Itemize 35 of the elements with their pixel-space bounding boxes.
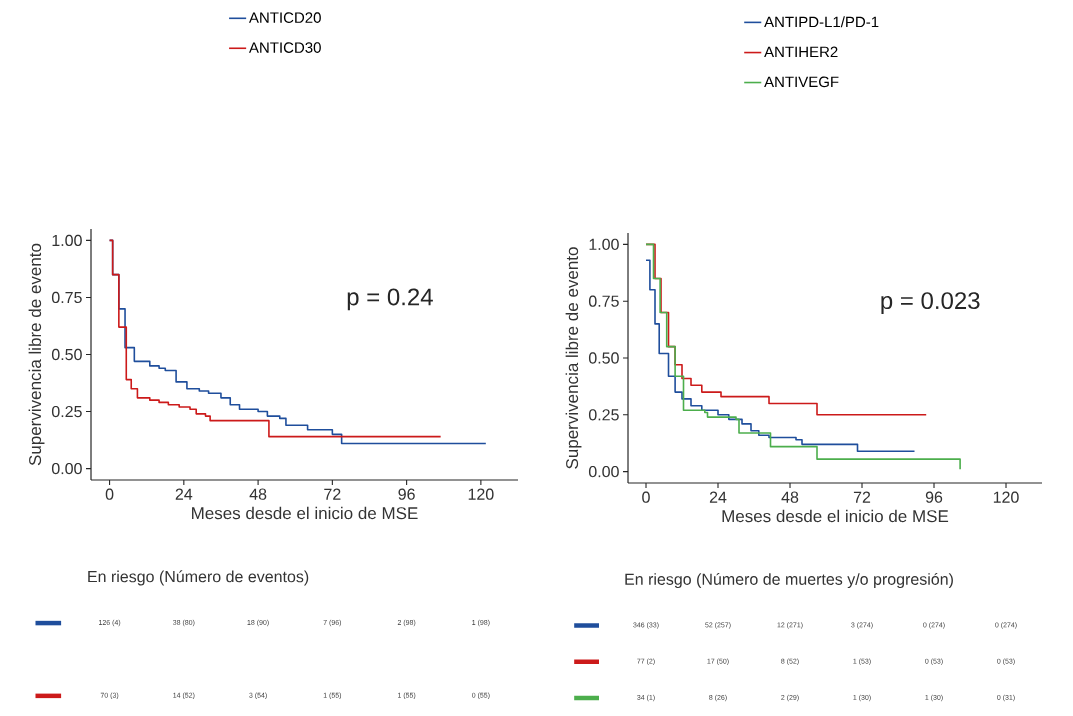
y-tick-label: 0.50: [51, 348, 82, 361]
y-tick-label: 1.00: [589, 238, 619, 251]
x-tick-label: 0: [642, 491, 650, 503]
legend-label: ANTIHER2: [764, 46, 838, 58]
y-tick-label: 0.00: [51, 462, 82, 475]
annotation: p = 0.023: [881, 292, 980, 314]
y-tick-label: 0.25: [51, 405, 82, 418]
y-tick-label: 0.50: [588, 352, 619, 364]
x-tick-label: 96: [398, 488, 415, 500]
x-tick-label: 48: [249, 488, 267, 500]
legend-label: ANTICD20: [248, 12, 321, 23]
legend-label: ANTIPD-L1/PD-1: [764, 16, 879, 28]
x-tick-label: 96: [925, 491, 943, 503]
x-tick-label: 24: [175, 488, 193, 500]
y-tick-label: 0.00: [588, 465, 619, 478]
x-axis-title: Meses desde el inicio de MSE: [722, 509, 949, 523]
text: En riesgo (Número de eventos): [88, 570, 309, 586]
y-tick-label: 0.75: [588, 295, 619, 307]
legend-label: ANTIVEGF: [764, 76, 839, 88]
x-tick-label: 72: [853, 491, 871, 503]
x-tick-label: 48: [781, 491, 799, 503]
x-tick-label: 72: [324, 488, 341, 500]
annotation: p = 0.24: [347, 288, 433, 311]
x-axis-title: Meses desde el inicio de MSE: [192, 506, 418, 520]
y-tick-label: 0.25: [588, 409, 619, 421]
x-tick-label: 120: [468, 488, 494, 500]
text: En riesgo (Número de muertes y/o progresión): [625, 572, 953, 589]
y-tick-label: 0.75: [51, 291, 82, 304]
x-tick-label: 24: [709, 491, 727, 503]
y-axis-title: Supervivencia libre de evento: [28, 243, 45, 466]
y-tick-label: 1.00: [52, 234, 82, 247]
y-axis-title: Supervivencia libre de evento: [565, 247, 582, 469]
x-tick-label: 0: [105, 488, 114, 500]
legend-label: ANTICD30: [248, 42, 321, 53]
x-tick-label: 120: [993, 491, 1019, 503]
